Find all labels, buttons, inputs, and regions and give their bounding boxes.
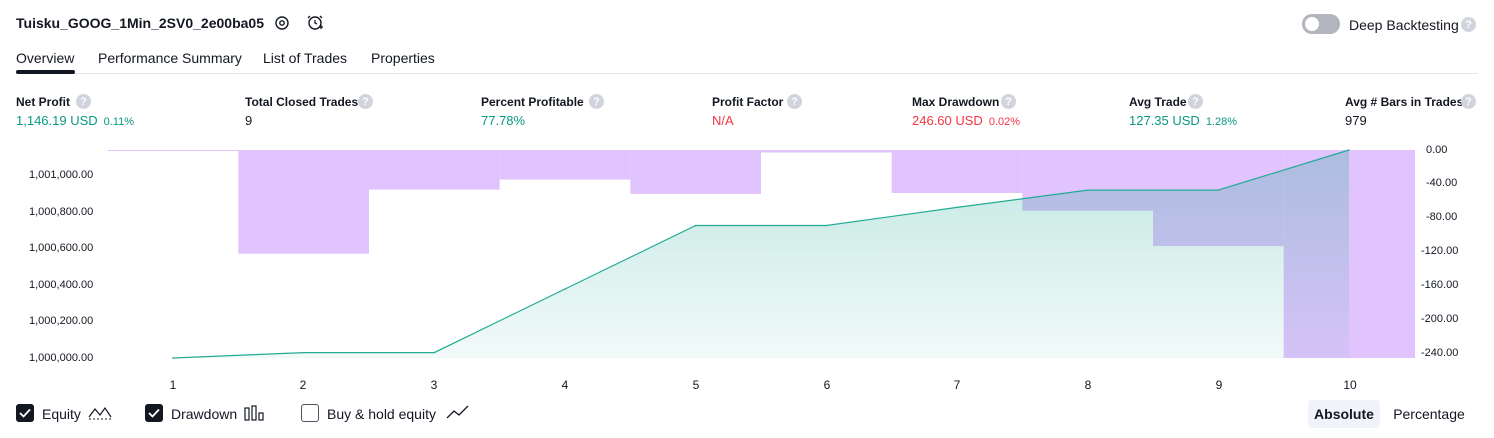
drawdown-bar	[891, 150, 1023, 194]
left-y-tick: 1,000,400.00	[29, 279, 94, 291]
tab-list-of-trades[interactable]: List of Trades	[263, 50, 348, 66]
stat-value-total-closed-trades: 9	[245, 113, 253, 128]
avg-trade-percent: 1.28%	[1205, 116, 1238, 128]
equity-point	[825, 224, 828, 227]
left-y-tick: 1,000,000.00	[29, 352, 94, 364]
stat-value-max-drawdown: 246.60 USD 0.02%	[912, 113, 1020, 128]
settings-gear-icon[interactable]	[273, 14, 291, 32]
stat-label-avg-bars-in-trades: Avg # Bars in Trades	[1345, 95, 1464, 109]
equity-drawdown-chart[interactable]	[0, 140, 1494, 400]
tab-overview[interactable]: Overview	[16, 50, 75, 66]
stat-value-percent-profitable: 77.78%	[481, 113, 526, 128]
right-y-tick: -40.00	[1426, 177, 1458, 189]
add-alert-clock-icon[interactable]	[307, 14, 325, 32]
x-tick: 8	[1084, 378, 1092, 392]
equity-point	[172, 357, 174, 359]
stat-value-profit-factor: N/A	[712, 113, 734, 128]
x-tick: 9	[1215, 378, 1223, 392]
profit-factor-help-icon[interactable]: ?	[787, 94, 802, 109]
left-y-tick: 1,000,200.00	[29, 315, 94, 327]
net-profit-help-icon[interactable]: ?	[76, 94, 91, 109]
drawdown-bar	[499, 150, 631, 180]
x-tick: 2	[299, 378, 307, 392]
strategy-title: Tuisku_GOOG_1Min_2SV0_2e00ba05	[16, 15, 264, 31]
x-tick: 5	[692, 378, 700, 392]
deep-backtesting-toggle[interactable]	[1302, 14, 1340, 34]
stat-value-avg-bars-in-trades: 979	[1345, 113, 1367, 128]
tab-properties[interactable]: Properties	[371, 50, 435, 66]
percentage-view-button[interactable]: Percentage	[1393, 406, 1465, 422]
stat-label-max-drawdown: Max Drawdown	[912, 95, 1000, 109]
drawdown-bar	[238, 150, 369, 254]
stat-value-avg-trade: 127.35 USD 1.28%	[1129, 113, 1237, 128]
left-y-tick: 1,000,600.00	[29, 242, 94, 254]
buy-hold-checkbox[interactable]	[301, 404, 319, 422]
drawdown-bar	[761, 150, 892, 153]
net-profit-percent: 0.11%	[103, 116, 135, 128]
equity-point	[433, 351, 436, 354]
equity-checkbox[interactable]	[16, 404, 34, 422]
max-drawdown-help-icon[interactable]: ?	[1001, 94, 1016, 109]
absolute-view-button[interactable]: Absolute	[1308, 400, 1380, 428]
deep-backtesting-label: Deep Backtesting	[1349, 17, 1459, 33]
equity-line	[172, 149, 1350, 359]
left-y-tick: 1,001,000.00	[29, 169, 94, 181]
equity-point	[564, 288, 566, 290]
x-tick: 6	[823, 378, 831, 392]
equity-point	[1217, 189, 1220, 191]
equity-line-icon	[88, 404, 112, 425]
drawdown-bar	[369, 150, 500, 190]
stat-label-percent-profitable: Percent Profitable	[481, 95, 584, 109]
total-closed-trades-help-icon[interactable]: ?	[358, 94, 373, 109]
x-tick: 3	[430, 378, 438, 392]
drawdown-bars-icon	[244, 405, 266, 426]
avg-trade-value: 127.35 USD	[1129, 113, 1200, 128]
equity-point	[1348, 149, 1350, 151]
x-tick: 4	[561, 378, 569, 392]
active-tab-indicator	[16, 70, 75, 74]
equity-point	[1086, 189, 1089, 191]
buy-hold-line-icon	[446, 404, 470, 425]
stat-label-profit-factor: Profit Factor	[712, 95, 784, 109]
drawdown-checkbox[interactable]	[145, 404, 163, 422]
avg-bars-help-icon[interactable]: ?	[1461, 94, 1476, 109]
x-tick: 10	[1343, 378, 1357, 392]
equity-point	[956, 206, 958, 209]
right-y-tick: -120.00	[1421, 245, 1459, 257]
tab-performance-summary[interactable]: Performance Summary	[98, 50, 242, 66]
stat-label-avg-trade: Avg Trade	[1129, 95, 1187, 109]
equity-point	[302, 351, 305, 354]
buy-hold-legend-label[interactable]: Buy & hold equity	[327, 406, 436, 422]
right-y-tick: 0.00	[1426, 144, 1448, 156]
drawdown-bar	[630, 150, 761, 194]
equity-point	[694, 224, 697, 227]
drawdown-bar	[108, 150, 239, 151]
toggle-knob	[1305, 17, 1319, 31]
stat-label-total-closed-trades: Total Closed Trades	[245, 95, 359, 109]
right-y-tick: -160.00	[1421, 279, 1459, 291]
x-tick: 1	[169, 378, 177, 392]
right-y-tick: -80.00	[1426, 211, 1458, 223]
drawdown-legend-label[interactable]: Drawdown	[171, 406, 238, 422]
avg-trade-help-icon[interactable]: ?	[1188, 94, 1203, 109]
right-y-tick: -240.00	[1421, 347, 1459, 359]
equity-legend-label[interactable]: Equity	[42, 406, 81, 422]
tabs-divider	[16, 73, 1478, 74]
left-y-tick: 1,000,800.00	[29, 206, 94, 218]
equity-area	[173, 150, 1349, 358]
net-profit-value: 1,146.19 USD	[16, 113, 98, 128]
percent-profitable-help-icon[interactable]: ?	[589, 94, 604, 109]
right-y-tick: -200.00	[1421, 313, 1459, 325]
stat-value-net-profit: 1,146.19 USD 0.11%	[16, 113, 134, 128]
max-drawdown-percent: 0.02%	[988, 116, 1021, 128]
deep-backtesting-help-icon[interactable]: ?	[1461, 17, 1476, 32]
max-drawdown-value: 246.60 USD	[912, 113, 983, 128]
stat-label-net-profit: Net Profit	[16, 95, 70, 109]
x-tick: 7	[953, 378, 961, 392]
